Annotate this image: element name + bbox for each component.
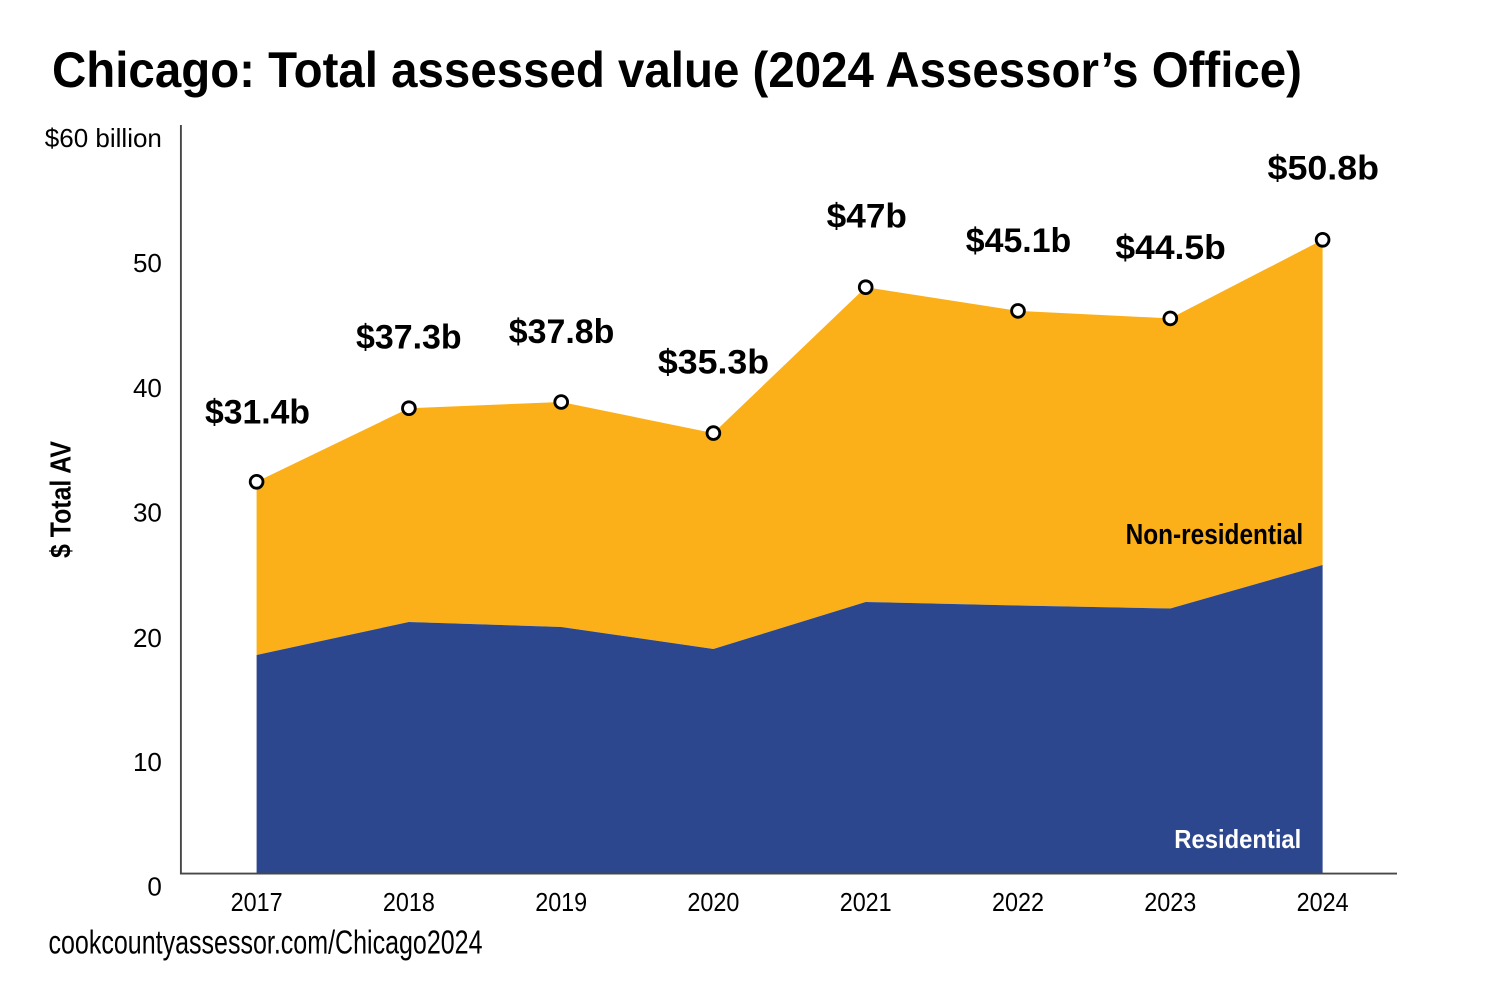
svg-text:10: 10	[133, 747, 162, 777]
svg-text:$47b: $47b	[827, 197, 907, 235]
svg-text:Non-residential: Non-residential	[1126, 519, 1304, 551]
svg-text:Residential: Residential	[1174, 824, 1301, 854]
svg-text:2024: 2024	[1297, 887, 1349, 917]
svg-text:$31.4b: $31.4b	[205, 393, 310, 431]
svg-text:$45.1b: $45.1b	[966, 222, 1072, 260]
svg-text:$50.8b: $50.8b	[1268, 150, 1380, 188]
svg-text:20: 20	[133, 623, 162, 653]
svg-text:$37.8b: $37.8b	[509, 313, 615, 351]
svg-text:$44.5b: $44.5b	[1115, 229, 1226, 267]
svg-text:$35.3b: $35.3b	[658, 344, 769, 382]
svg-text:0: 0	[147, 872, 161, 902]
svg-text:2019: 2019	[535, 887, 587, 917]
svg-text:2017: 2017	[231, 887, 283, 917]
svg-text:2023: 2023	[1144, 887, 1196, 917]
svg-text:2018: 2018	[383, 887, 435, 917]
svg-text:50: 50	[133, 248, 162, 278]
svg-text:2022: 2022	[992, 887, 1044, 917]
svg-text:Chicago: Total assessed value: Chicago: Total assessed value (2024 Asse…	[52, 42, 1302, 98]
svg-text:40: 40	[133, 373, 162, 403]
svg-text:$ Total AV: $ Total AV	[45, 440, 77, 558]
svg-text:2020: 2020	[687, 887, 739, 917]
svg-text:30: 30	[133, 497, 162, 527]
svg-text:cookcountyassessor.com/Chicago: cookcountyassessor.com/Chicago2024	[49, 924, 483, 961]
svg-text:$37.3b: $37.3b	[356, 319, 462, 357]
svg-text:2021: 2021	[840, 887, 892, 917]
svg-text:$60 billion: $60 billion	[45, 123, 162, 153]
